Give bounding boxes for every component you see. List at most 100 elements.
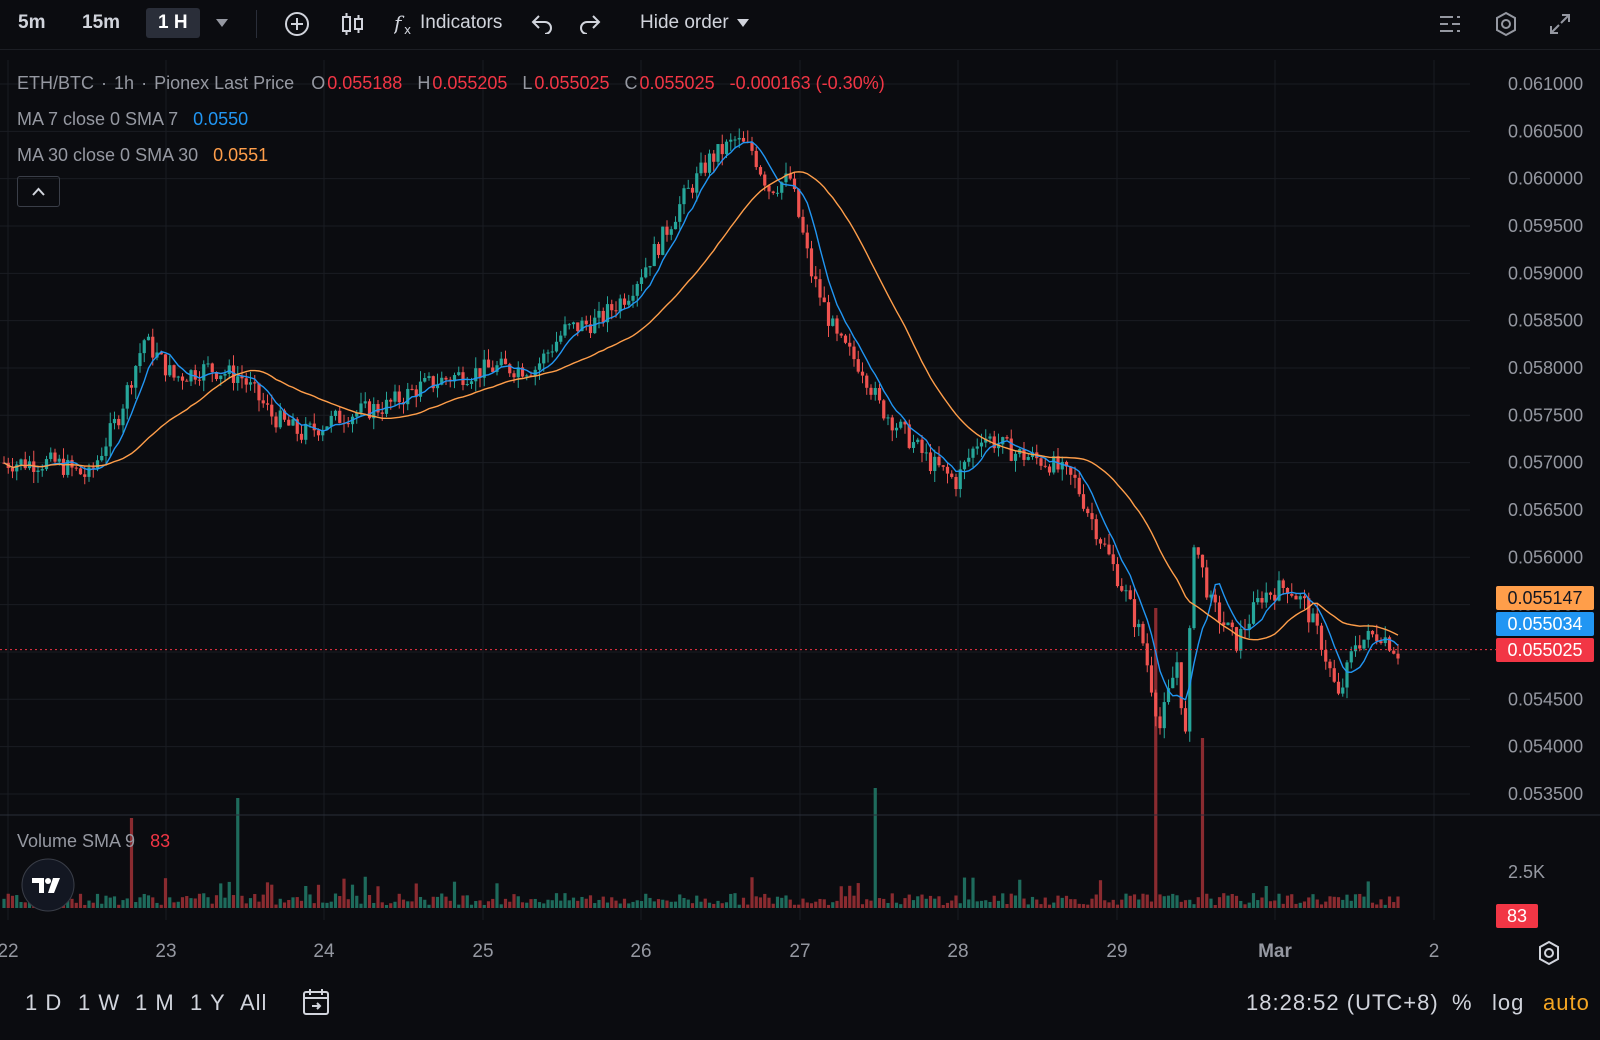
candle-body <box>767 185 771 192</box>
goto-date-icon[interactable] <box>300 986 332 1018</box>
volume-bar <box>151 897 155 908</box>
indicators-button[interactable]: Indicators <box>420 12 503 33</box>
bottom-bar: 1 D 1 W 1 M 1 Y All 18:28:52 (UTC+8) % l… <box>0 970 1600 1040</box>
range-all[interactable]: All <box>240 990 268 1015</box>
collapse-legend-button[interactable] <box>17 176 60 207</box>
chevron-down-icon[interactable] <box>214 16 230 30</box>
fullscreen-icon[interactable] <box>1548 12 1572 36</box>
time-tick-label: 2 <box>1429 941 1440 962</box>
candle-body <box>996 444 1001 449</box>
volume-bar <box>325 902 329 908</box>
candle-body <box>1387 637 1392 651</box>
candle-body <box>571 322 576 325</box>
volume-bar <box>601 896 605 908</box>
volume-bar <box>299 900 304 908</box>
volume-bar <box>992 895 996 908</box>
candle-body <box>1171 677 1175 689</box>
volume-bar <box>1192 904 1196 908</box>
volume-bar <box>958 903 962 908</box>
list-settings-icon[interactable] <box>1438 12 1462 36</box>
interval-1h[interactable]: 1 H <box>146 8 200 38</box>
chevron-up-icon <box>32 187 45 196</box>
candle-body <box>716 144 720 162</box>
volume-bar <box>614 900 618 908</box>
candle-body <box>261 400 265 404</box>
volume-bar <box>503 898 508 908</box>
candle-body <box>236 376 240 383</box>
candle-body <box>291 419 295 426</box>
candle-body <box>1362 639 1366 649</box>
range-1y[interactable]: 1 Y <box>190 990 226 1015</box>
range-1d[interactable]: 1 D <box>25 990 63 1015</box>
candle-body <box>1302 596 1307 599</box>
symbol-label[interactable]: ETH/BTC <box>17 73 95 93</box>
volume-bar <box>1387 896 1392 908</box>
auto-toggle[interactable]: auto <box>1543 990 1590 1015</box>
candle-body <box>1162 702 1166 729</box>
volume-legend[interactable]: Volume SMA 9 83 <box>17 831 172 852</box>
volume-bar <box>554 893 559 908</box>
interval-15m[interactable]: 15m <box>82 12 121 33</box>
candle-body <box>87 467 91 477</box>
candle-body <box>53 452 57 462</box>
change-value: -0.000163 (-0.30%) <box>729 73 885 93</box>
candle-body <box>1001 437 1005 445</box>
volume-bar <box>240 895 244 908</box>
candle-body <box>393 391 397 402</box>
candle-body <box>163 354 168 376</box>
volume-bar <box>1047 904 1052 908</box>
volume-bar <box>1094 894 1098 908</box>
price-chart[interactable]: 0.061000 0.060500 0.060000 0.059500 0.059000… <box>0 50 1600 970</box>
tradingview-logo-icon[interactable] <box>20 857 76 913</box>
candle-body <box>682 188 686 205</box>
volume-bar <box>83 904 87 908</box>
volume-bar <box>117 904 121 908</box>
interval-5m[interactable]: 5m <box>18 12 46 33</box>
volume-bar <box>1392 902 1396 908</box>
candle-body <box>559 335 563 342</box>
candle-body <box>427 376 431 378</box>
volume-bar <box>1154 608 1158 908</box>
toolbar-divider <box>256 10 257 38</box>
add-plus-icon[interactable] <box>283 10 311 38</box>
candle-style-icon[interactable] <box>338 10 366 38</box>
volume-bar <box>1188 899 1192 908</box>
candle-body <box>1226 622 1230 626</box>
volume-bar <box>206 897 210 908</box>
volume-bar <box>537 902 542 908</box>
ma30-legend[interactable]: MA 30 close 0 SMA 30 0.0551 <box>17 145 270 166</box>
range-1m[interactable]: 1 M <box>135 990 175 1015</box>
ma7-legend[interactable]: MA 7 close 0 SMA 7 0.0550 <box>17 109 250 130</box>
redo-icon[interactable] <box>578 12 602 34</box>
candle-body <box>588 324 593 334</box>
candle-body <box>1285 587 1290 594</box>
volume-bar <box>482 904 486 908</box>
candle-body <box>1192 547 1196 629</box>
candle-body <box>202 364 206 381</box>
axis-settings-icon[interactable] <box>1536 940 1562 966</box>
candle-body <box>584 320 588 325</box>
volume-bar <box>316 884 321 908</box>
settings-gear-icon[interactable] <box>1492 10 1520 38</box>
hide-order-button[interactable]: Hide order <box>640 12 729 33</box>
caret-down-icon[interactable] <box>736 17 750 29</box>
candle-body <box>104 446 108 456</box>
volume-bar <box>809 903 814 908</box>
volume-bar <box>822 899 826 908</box>
volume-bar <box>678 894 682 908</box>
candle-body <box>108 423 112 447</box>
clock-timezone[interactable]: 18:28:52 (UTC+8) <box>1246 990 1439 1015</box>
volume-bar <box>2 898 6 908</box>
percent-toggle[interactable]: % <box>1452 990 1473 1015</box>
price-tick-label: 0.054000 <box>1508 737 1583 757</box>
candle-body <box>1319 625 1324 650</box>
volume-bar <box>754 896 758 908</box>
candle-body <box>1294 595 1298 600</box>
range-1w[interactable]: 1 W <box>78 990 121 1015</box>
candle-body <box>937 456 941 466</box>
undo-icon[interactable] <box>530 12 554 34</box>
candle-body <box>299 433 304 440</box>
volume-bar <box>988 901 992 908</box>
log-toggle[interactable]: log <box>1492 990 1525 1015</box>
